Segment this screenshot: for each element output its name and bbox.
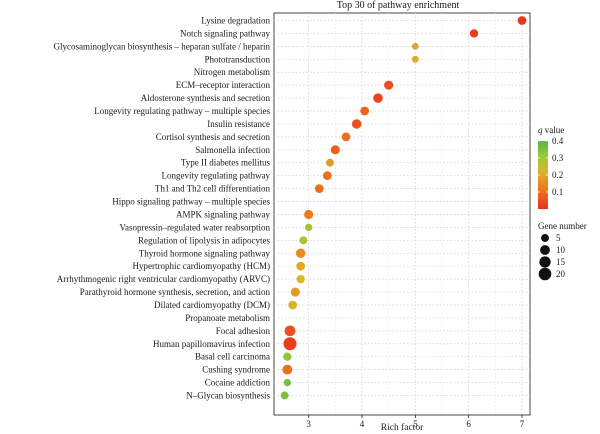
data-point: [341, 132, 351, 142]
gene-number-key-label: 5: [556, 233, 561, 243]
pathway-label: Type II diabetes mellitus: [181, 158, 271, 168]
data-point: [290, 287, 300, 297]
pathway-label: Thyroid hormone signaling pathway: [139, 248, 271, 258]
pathway-label: Notch signaling pathway: [180, 28, 270, 38]
q-value-legend: q value 0.4 0.3 0.2 0.1: [538, 125, 564, 209]
x-tick-label: 7: [520, 419, 525, 429]
data-point: [296, 274, 305, 284]
chart-title: Top 30 of pathway enrichment: [337, 0, 460, 11]
x-axis: 3 4 5 6 7: [306, 415, 525, 429]
gene-number-key-dot: [541, 234, 549, 242]
q-value-legend-title-rest: value: [543, 125, 565, 135]
x-axis-label: Rich factor: [381, 422, 424, 433]
gene-number-legend-title: Gene number: [538, 221, 587, 231]
q-value-tick-label: 0.4: [552, 136, 564, 146]
pathway-label: Regulation of lipolysis in adipocytes: [138, 235, 270, 245]
pathway-label: ECM–receptor interaction: [176, 80, 271, 90]
pathway-label: Human papillomavirus infection: [153, 339, 270, 349]
gene-number-key-label: 15: [556, 257, 566, 267]
pathway-label: Cortisol synthesis and secretion: [156, 132, 271, 142]
gene-number-key-dot: [540, 245, 550, 255]
data-point: [296, 261, 306, 271]
data-point: [517, 16, 527, 25]
data-point: [384, 80, 394, 90]
x-tick-label: 3: [306, 419, 311, 429]
gene-number-key-label: 20: [556, 269, 566, 279]
pathway-label: Cushing syndrome: [202, 365, 270, 375]
data-point: [314, 184, 324, 193]
pathway-label: Hippo signaling pathway – multiple speci…: [112, 197, 270, 207]
pathway-label: AMPK signaling pathway: [176, 209, 270, 219]
gene-number-key-dot: [538, 267, 552, 281]
pathway-label: Hypertrophic cardiomyopathy (HCM): [133, 261, 270, 271]
x-tick-label: 6: [466, 419, 471, 429]
grid-lines: [274, 13, 530, 415]
data-point: [288, 300, 298, 310]
gene-number-legend: Gene number 5 10 15 20: [538, 221, 587, 281]
data-point: [284, 325, 296, 337]
data-point: [330, 145, 340, 155]
data-point: [351, 119, 362, 129]
pathway-label: Aldosterone synthesis and secretion: [141, 93, 271, 103]
data-points: [280, 16, 527, 400]
pathway-label: N–Glycan biosynthesis: [186, 391, 270, 401]
pathway-label: Glycosaminoglycan biosynthesis – heparan…: [54, 41, 271, 51]
data-point: [283, 337, 297, 351]
q-value-colorbar: [538, 141, 548, 209]
gene-number-key-dot: [539, 256, 551, 268]
pathway-label: Basal cell carcinoma: [195, 352, 270, 362]
pathway-label: Propanoate metabolism: [185, 313, 270, 323]
plot-panel: [273, 12, 531, 416]
data-point: [280, 391, 289, 400]
pathway-label: Arrhythmogenic right ventricular cardiom…: [57, 274, 270, 284]
q-value-tick-label: 0.1: [552, 187, 563, 197]
pathway-label: Phototransduction: [205, 54, 271, 64]
pathway-label: Insulin resistance: [207, 119, 270, 129]
q-value-legend-title: q value: [538, 125, 564, 135]
data-point: [283, 378, 292, 387]
q-value-tick-label: 0.3: [552, 153, 564, 163]
pathway-label: Cocaine addiction: [205, 378, 271, 388]
data-point: [360, 106, 370, 116]
pathway-label: Longevity regulating pathway – multiple …: [94, 106, 270, 116]
data-point: [304, 209, 314, 220]
pathway-label: Salmonella infection: [195, 145, 270, 155]
data-point: [469, 29, 479, 38]
data-point: [322, 171, 332, 181]
pathway-label: Nitrogen metabolism: [194, 67, 270, 77]
pathway-label: Longevity regulating pathway: [162, 171, 271, 181]
data-point: [295, 248, 306, 259]
pathway-label: Vasopressin–regulated water reabsorption: [120, 222, 271, 232]
q-value-tick-label: 0.2: [552, 170, 563, 180]
data-point: [304, 223, 313, 232]
pathway-label: Parathyroid hormone synthesis, secretion…: [80, 287, 271, 297]
pathway-label: Focal adhesion: [216, 326, 271, 336]
gene-number-items: 5 10 15 20: [538, 233, 566, 281]
x-tick-label: 5: [413, 419, 418, 429]
q-value-ticks: 0.4 0.3 0.2 0.1: [538, 136, 564, 197]
x-tick-label: 4: [360, 419, 365, 429]
gene-number-key-label: 10: [556, 245, 566, 255]
data-point: [411, 55, 419, 63]
pathway-label: Dilated cardiomyopathy (DCM): [154, 300, 270, 310]
data-point: [282, 364, 293, 375]
data-point: [373, 93, 383, 103]
pathway-labels: Lysine degradation Notch signaling pathwa…: [54, 16, 271, 401]
data-point: [283, 352, 292, 361]
data-point: [326, 158, 334, 167]
data-point: [411, 42, 419, 50]
pathway-label: Th1 and Th2 cell differentiation: [155, 184, 271, 194]
q-value-legend-title-q: q: [538, 125, 543, 135]
pathway-label: Lysine degradation: [201, 16, 270, 26]
data-point: [299, 236, 308, 245]
